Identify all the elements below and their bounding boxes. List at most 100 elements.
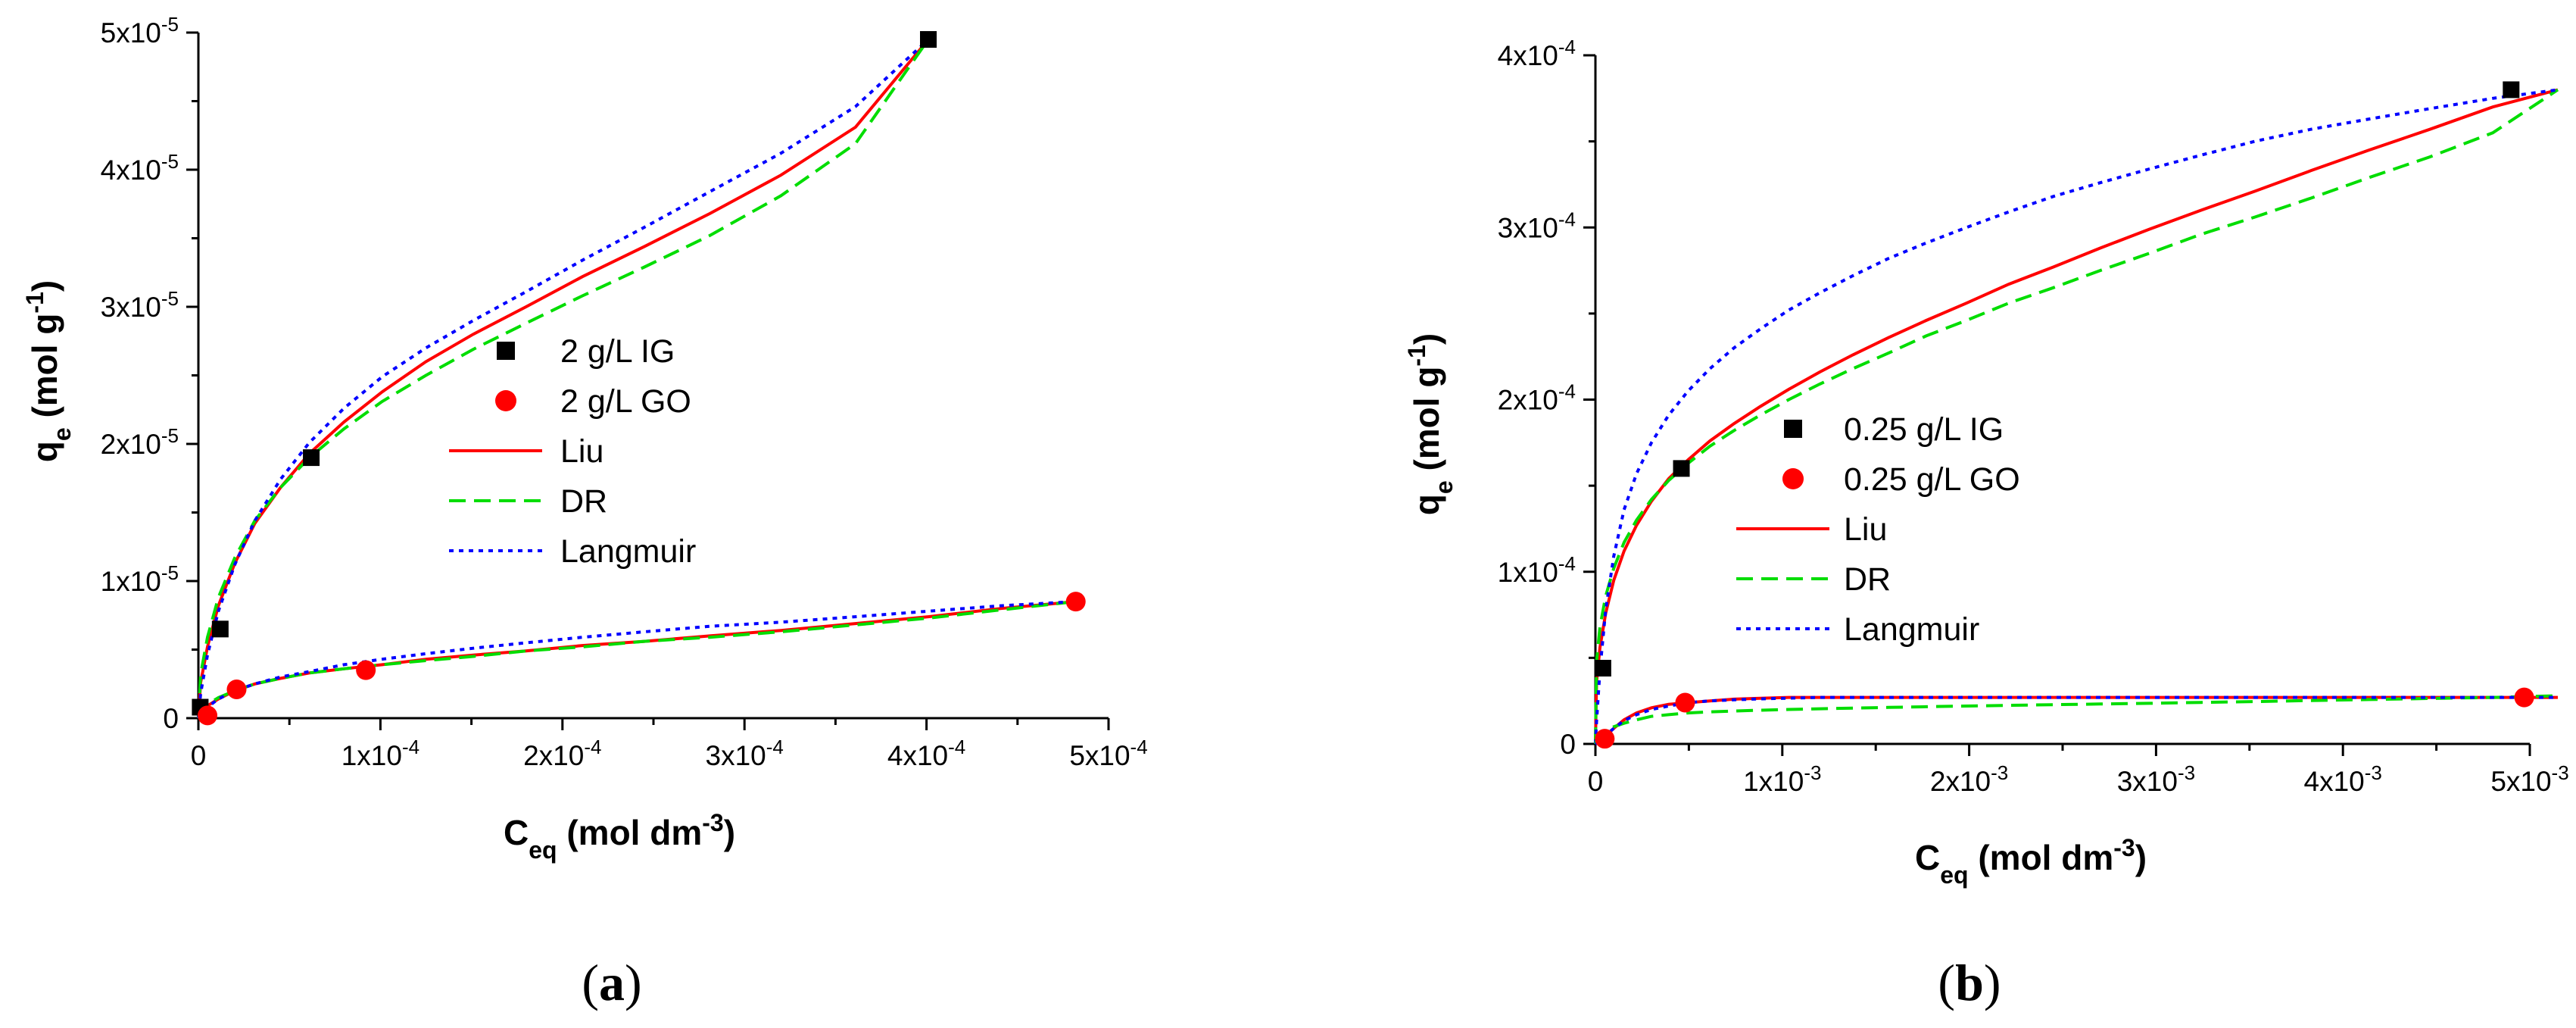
y-title-subscript: e: [48, 427, 76, 441]
y-tick-label: 2x10-4: [1498, 380, 1576, 416]
y-title-main: q: [1407, 494, 1446, 515]
panel-label-letter: a: [599, 954, 625, 1011]
fit-line-langmuir: [1595, 695, 2558, 745]
fit-line-langmuir: [197, 600, 1076, 719]
legend-label: 2 g/L GO: [560, 383, 691, 420]
y-tick-exponent: -5: [161, 561, 179, 584]
panel-label-open: (: [1938, 954, 1955, 1011]
x-axis-title: Ceq (mol dm-3): [1915, 834, 2147, 889]
data-point-circle: [1595, 729, 1615, 749]
y-tick-mantissa: 3x10: [101, 292, 161, 323]
x-tick-exponent: -4: [584, 736, 601, 758]
panel-label-open: (: [582, 954, 599, 1011]
data-point-square: [1594, 660, 1611, 677]
x-tick-label: 2x10-4: [523, 736, 601, 771]
x-tick-label: 5x10-3: [2490, 761, 2568, 797]
x-tick-label: 2x10-3: [1930, 761, 2008, 797]
x-tick-label: 0: [1588, 766, 1604, 797]
x-tick-exponent: -3: [2365, 761, 2382, 784]
fit-line-liu: [197, 600, 1076, 719]
y-tick-label: 4x10-5: [101, 150, 179, 186]
x-title-subscript: eq: [1940, 861, 1968, 889]
legend-label: 0.25 g/L GO: [1844, 461, 2020, 498]
y-tick-exponent: -5: [161, 150, 179, 173]
x-tick-label: 3x10-3: [2117, 761, 2195, 797]
x-tick-mantissa: 0: [191, 740, 207, 771]
y-tick-exponent: -4: [1558, 208, 1576, 230]
y-tick-label: 0: [163, 703, 179, 734]
panel-label: (a): [582, 954, 641, 1011]
legend-label: Langmuir: [560, 533, 696, 570]
y-title-superscript: -1: [21, 292, 48, 313]
x-tick-mantissa: 1x10: [1743, 766, 1804, 797]
chart-panel-1: 0 1x10-3 2x10-3 3x10-3 4x10-3 5x10-301x10-42x…: [1403, 36, 2569, 1011]
x-title-main: C: [504, 813, 529, 852]
legend-label: Liu: [560, 433, 603, 470]
x-tick-label: 1x10-4: [341, 736, 419, 771]
y-tick-mantissa: 0: [163, 703, 179, 734]
x-title-units: (mol dm: [1969, 838, 2114, 877]
fit-line-liu: [197, 38, 930, 719]
fit-line-dr: [1594, 694, 2559, 745]
fit-line-dr: [197, 600, 1076, 719]
fit-line-dr: [197, 38, 930, 719]
x-title-close: ): [2135, 838, 2147, 877]
panel-label-close: ): [1984, 954, 2001, 1011]
data-point-circle: [1675, 692, 1695, 713]
fit-line-dr: [1594, 88, 2559, 745]
fit-line-liu: [1594, 88, 2559, 745]
data-point-square: [1673, 460, 1690, 477]
legend: 0.25 g/L IG 0.25 g/L GO Liu DR Langmuir: [1736, 411, 2020, 648]
legend-symbol-circle: [495, 390, 516, 411]
x-tick-mantissa: 1x10: [341, 740, 402, 771]
y-tick-exponent: -4: [1558, 36, 1576, 58]
x-tick-mantissa: 4x10: [887, 740, 948, 771]
x-tick-mantissa: 4x10: [2304, 766, 2365, 797]
x-title-units: (mol dm: [557, 813, 703, 852]
y-title-subscript: e: [1430, 480, 1458, 494]
y-tick-label: 2x10-5: [101, 424, 179, 460]
y-tick-label: 5x10-5: [101, 13, 179, 48]
data-point-circle: [356, 660, 376, 680]
y-tick-mantissa: 1x10: [101, 566, 161, 597]
x-title-superscript: -3: [2113, 834, 2135, 861]
x-tick-label: 4x10-3: [2304, 761, 2382, 797]
x-tick-mantissa: 3x10: [2117, 766, 2178, 797]
y-tick-mantissa: 3x10: [1498, 212, 1558, 243]
x-tick-exponent: -4: [402, 736, 419, 758]
chart-panel-0: 0 1x10-4 2x10-4 3x10-4 4x10-4 5x10-401x10-52x…: [21, 13, 1148, 1011]
legend-label: Langmuir: [1844, 611, 1979, 648]
data-point-square: [2503, 81, 2520, 98]
x-tick-label: 5x10-4: [1069, 736, 1147, 771]
data-point-square: [920, 31, 937, 48]
x-title-superscript: -3: [702, 809, 723, 836]
legend-label: DR: [1844, 561, 1891, 598]
y-tick-label: 3x10-4: [1498, 208, 1576, 243]
x-title-close: ): [724, 813, 735, 852]
y-tick-mantissa: 0: [1560, 729, 1576, 760]
y-tick-exponent: -4: [1558, 380, 1576, 403]
data-point-square: [211, 620, 229, 638]
x-title-subscript: eq: [529, 836, 557, 864]
y-title-main: q: [25, 441, 64, 462]
y-tick-label: 0: [1560, 729, 1576, 760]
x-tick-exponent: -3: [2178, 761, 2195, 784]
panel-label-letter: b: [1955, 954, 1984, 1011]
x-tick-label: 0: [191, 740, 207, 771]
legend-label: 2 g/L IG: [560, 333, 675, 370]
y-tick-mantissa: 4x10: [101, 155, 161, 186]
fit-line-langmuir: [197, 38, 930, 719]
x-tick-label: 4x10-4: [887, 736, 965, 771]
y-tick-exponent: -5: [161, 424, 179, 447]
panel-label-close: ): [625, 954, 642, 1011]
data-point-circle: [2514, 687, 2534, 708]
x-title-main: C: [1915, 838, 1940, 877]
x-tick-label: 3x10-4: [706, 736, 784, 771]
y-tick-exponent: -5: [161, 13, 179, 36]
y-tick-mantissa: 2x10: [1498, 385, 1558, 416]
x-tick-exponent: -3: [1804, 761, 1821, 784]
y-tick-label: 4x10-4: [1498, 36, 1576, 71]
y-tick-mantissa: 5x10: [101, 17, 161, 48]
legend-symbol-circle: [1782, 468, 1804, 489]
